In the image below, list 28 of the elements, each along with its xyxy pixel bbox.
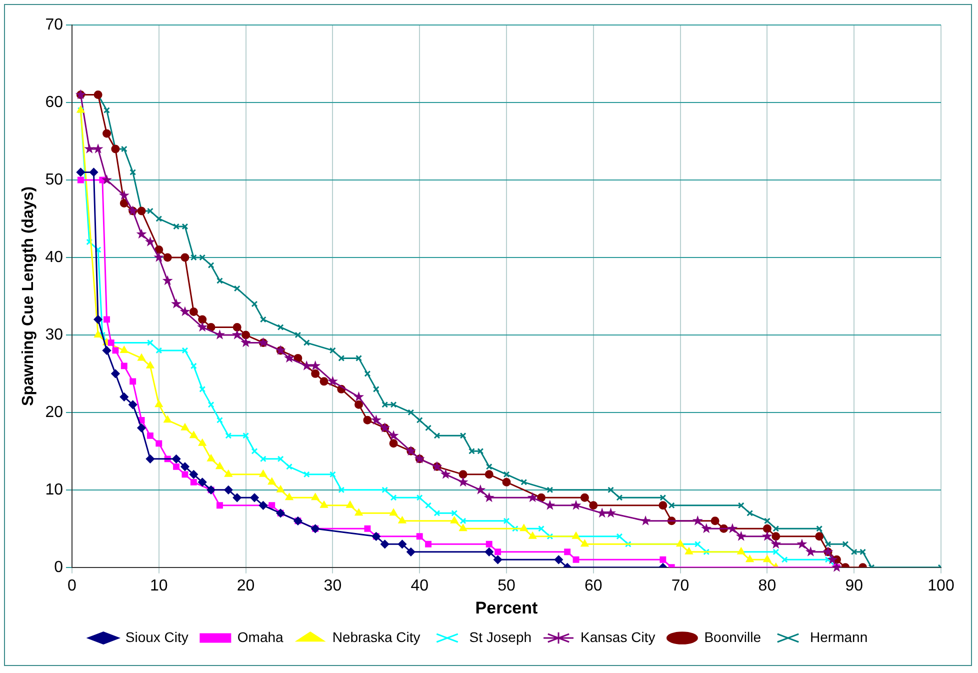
x-tick-label: 60 <box>584 577 602 594</box>
x-tick-label: 50 <box>498 577 516 594</box>
legend-label: Nebraska City <box>332 628 420 645</box>
legend-label: Kansas City <box>580 628 656 645</box>
x-tick-label: 40 <box>410 577 429 594</box>
y-tick-label: 60 <box>45 94 64 111</box>
x-tick-label: 10 <box>150 577 168 594</box>
y-tick-label: 50 <box>45 171 64 188</box>
x-tick-label: 0 <box>68 577 77 594</box>
y-tick-label: 70 <box>45 16 64 34</box>
x-tick-label: 90 <box>845 577 864 594</box>
legend-label: St Joseph <box>469 628 532 645</box>
x-tick-label: 100 <box>928 577 954 594</box>
x-tick-label: 20 <box>236 577 255 594</box>
x-axis-title: Percent <box>475 598 538 618</box>
legend-label: Sioux City <box>125 628 188 645</box>
x-tick-label: 70 <box>671 577 690 594</box>
x-tick-label: 80 <box>758 577 776 594</box>
legend-label: Boonville <box>704 628 762 645</box>
y-tick-label: 20 <box>45 404 64 421</box>
x-tick-label: 30 <box>324 577 342 594</box>
y-tick-label: 10 <box>45 481 64 498</box>
y-tick-label: 30 <box>45 326 64 344</box>
y-tick-label: 0 <box>54 558 64 576</box>
y-axis-title: Spawning Cue Length (days) <box>20 186 38 406</box>
y-tick-label: 40 <box>45 248 64 266</box>
legend-label: Omaha <box>237 628 284 645</box>
legend-label: Hermann <box>810 628 868 645</box>
